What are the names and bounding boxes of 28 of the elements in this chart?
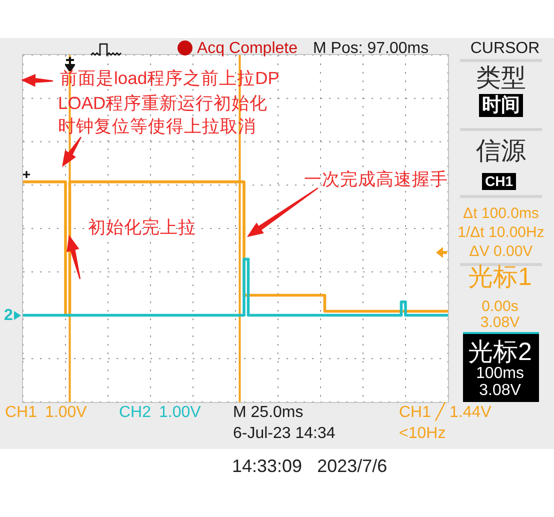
text: 6-Jul-23 14:34 bbox=[233, 424, 336, 443]
text: CH2 bbox=[119, 403, 152, 422]
text: CH1 bbox=[482, 173, 516, 190]
text: M Pos: 97.00ms bbox=[313, 39, 429, 58]
text: 类型 bbox=[476, 63, 526, 93]
text: 2 bbox=[4, 306, 13, 325]
text: 时间 bbox=[479, 94, 523, 117]
text: Acq Complete bbox=[197, 39, 298, 58]
text: M 25.0ms bbox=[233, 403, 304, 422]
text: 光标1 bbox=[468, 262, 532, 292]
text: 1.00V bbox=[159, 403, 201, 422]
text: CURSOR bbox=[470, 39, 540, 58]
text: 14:33:09 2023/7/6 bbox=[232, 455, 388, 477]
text: 信源 bbox=[476, 136, 526, 166]
annotation: 初始化完上拉 bbox=[88, 217, 196, 238]
text: 1.00V bbox=[45, 403, 87, 422]
text: ΔV 0.00V bbox=[469, 243, 533, 261]
text: 3.08V bbox=[479, 381, 521, 400]
text: 100ms bbox=[476, 364, 524, 383]
text: 3.08V bbox=[480, 314, 520, 332]
text: 1/Δt 10.00Hz bbox=[458, 224, 544, 242]
text: 0.00s bbox=[482, 298, 518, 316]
annotation: 一次完成高速握手 bbox=[304, 169, 448, 190]
text: Δt 100.0ms bbox=[463, 205, 539, 223]
text: 光标2 bbox=[468, 337, 532, 366]
text: CH1 ╱ 1.44V bbox=[399, 403, 492, 422]
text: CH1 bbox=[5, 403, 38, 422]
text: <10Hz bbox=[399, 424, 446, 443]
